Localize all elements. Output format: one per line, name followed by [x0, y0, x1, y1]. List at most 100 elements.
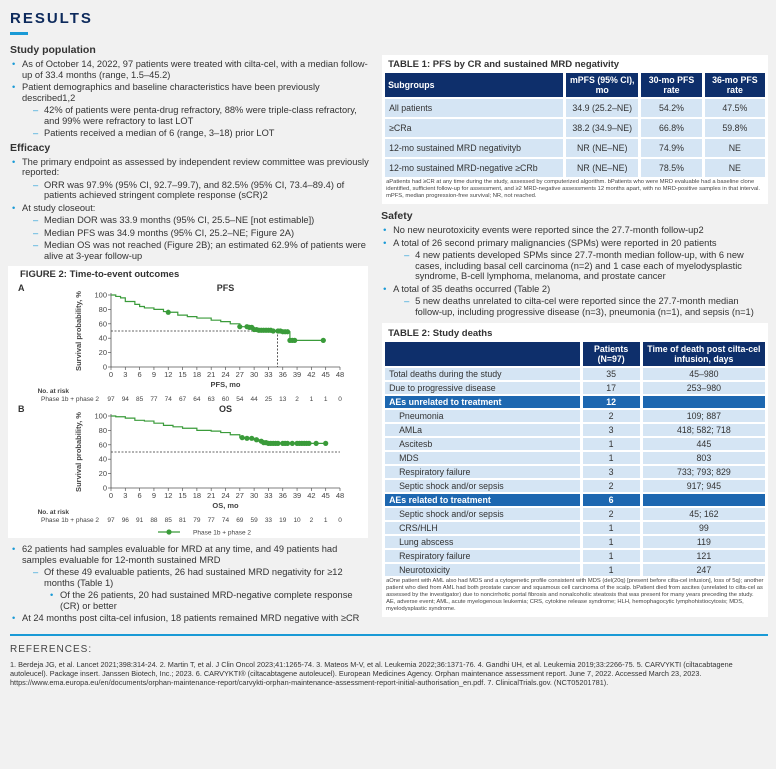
bullet-item: 62 patients had samples evaluable for MR… — [10, 544, 370, 565]
bullet-item: Of these 49 evaluable patients, 26 had s… — [10, 567, 370, 588]
table-row: 12-mo sustained MRD-negative ≥CRb NR (NE–… — [385, 159, 765, 177]
mrd-list: 62 patients had samples evaluable for MR… — [10, 544, 370, 624]
table-2-footnote: aOne patient with AML also had MDS and a… — [386, 578, 764, 612]
table-cell: 803 — [642, 452, 765, 464]
table-cell: 17 — [582, 382, 640, 394]
at-risk-count: 74 — [222, 517, 230, 524]
table-cell: 2 — [582, 508, 640, 520]
x-tick-label: 15 — [178, 491, 186, 500]
y-tick-label: 80 — [99, 426, 107, 435]
at-risk-count: 0 — [338, 396, 342, 403]
table-cell: 121 — [642, 550, 765, 562]
table-cell: 45; 162 — [642, 508, 765, 520]
table-cell: 2 — [582, 480, 640, 492]
table-cell: Respiratory failure — [385, 466, 580, 478]
table-cell: Total deaths during the study — [385, 368, 580, 380]
censor-marker — [306, 440, 312, 446]
table-cell: 1 — [582, 452, 640, 464]
at-risk-count: 64 — [193, 396, 201, 403]
y-tick-label: 40 — [99, 334, 107, 343]
at-risk-count: 1 — [324, 517, 328, 524]
column-header: Patients (N=97) — [582, 342, 640, 366]
x-tick-label: 36 — [279, 370, 287, 379]
table-cell: All patients — [385, 99, 564, 117]
page: RESULTS Study population As of October 1… — [0, 0, 776, 695]
study-population-list: As of October 14, 2022, 97 patients were… — [10, 59, 370, 139]
table-row: Total deaths during the study 35 45–980 — [385, 368, 765, 380]
x-tick-label: 48 — [336, 491, 344, 500]
bullet-item: 5 new deaths unrelated to cilta-cel were… — [381, 296, 768, 317]
legend-marker — [166, 529, 172, 535]
censor-marker — [284, 440, 291, 446]
chart-title: PFS — [217, 283, 235, 293]
censor-marker — [244, 435, 250, 441]
figure-2-panel: FIGURE 2: Time-to-event outcomes A PFS Sur… — [8, 266, 368, 538]
table-cell: Septic shock and/or sepsis — [385, 480, 580, 492]
censor-marker — [323, 440, 329, 446]
table-2: Patients (N=97) Time of death post cilta-… — [382, 340, 768, 578]
table-cell: ≥CRa — [385, 119, 564, 137]
table-1-title: TABLE 1: PFS by CR and sustained MRD neg… — [388, 59, 620, 70]
table-cell: 74.9% — [641, 139, 702, 157]
table-cell: 733; 793; 829 — [642, 466, 765, 478]
table-cell: 2 — [582, 410, 640, 422]
right-column: TABLE 1: PFS by CR and sustained MRD neg… — [381, 55, 768, 617]
references: REFERENCES: 1. Berdeja JG, et al. Lancet… — [10, 644, 768, 687]
y-tick-label: 60 — [99, 440, 107, 449]
at-risk-count: 60 — [222, 396, 230, 403]
at-risk-count: 79 — [193, 517, 201, 524]
bullet-item: Patient demographics and baseline charac… — [10, 82, 370, 103]
y-tick-label: 60 — [99, 319, 107, 328]
table-cell: 3 — [582, 466, 640, 478]
x-tick-label: 30 — [250, 491, 258, 500]
table-cell: 12 — [582, 396, 640, 408]
table-cell: Neurotoxicity — [385, 564, 580, 576]
table-cell: AMLa — [385, 424, 580, 436]
efficacy-list: The primary endpoint as assessed by inde… — [10, 157, 370, 262]
table-cell: 54.2% — [641, 99, 702, 117]
at-risk-group-label: Phase 1b + phase 2 — [41, 517, 99, 524]
bullet-item: Patients received a median of 6 (range, … — [10, 128, 370, 139]
x-axis-label: PFS, mo — [210, 380, 240, 389]
bullet-item: No new neurotoxicity events were reporte… — [381, 225, 768, 236]
table-cell: 66.8% — [641, 119, 702, 137]
table-cell: AEs unrelated to treatment — [385, 396, 580, 408]
x-tick-label: 6 — [138, 491, 142, 500]
table-row: 12-mo sustained MRD negativityb NR (NE–NE… — [385, 139, 765, 157]
table-cell: 917; 945 — [642, 480, 765, 492]
table-cell: 38.2 (34.9–NE) — [566, 119, 639, 137]
at-risk-count: 74 — [165, 396, 173, 403]
table-cell: 35 — [582, 368, 640, 380]
panel-label: A — [18, 283, 25, 293]
x-tick-label: 3 — [123, 370, 127, 379]
x-tick-label: 0 — [109, 370, 113, 379]
x-tick-label: 3 — [123, 491, 127, 500]
table-cell: NE — [704, 159, 765, 177]
safety-heading: Safety — [381, 210, 413, 222]
table-cell — [642, 396, 765, 408]
table-1: Subgroups mPFS (95% CI), mo 30-mo PFS rate… — [382, 71, 768, 179]
table-cell: 1 — [582, 550, 640, 562]
table-cell: 253–980 — [642, 382, 765, 394]
y-tick-label: 0 — [103, 363, 107, 372]
bullet-item: A total of 35 deaths occurred (Table 2) — [381, 284, 768, 295]
column-header: Time of death post cilta-cel infusion, d… — [642, 342, 765, 366]
x-tick-label: 30 — [250, 370, 258, 379]
table-cell: AEs related to treatment — [385, 494, 580, 506]
bullet-item: 4 new patients developed SPMs since 27.7… — [381, 250, 768, 282]
table-cell: NE — [704, 139, 765, 157]
x-tick-label: 18 — [193, 370, 201, 379]
censor-marker — [284, 329, 291, 335]
at-risk-count: 81 — [179, 517, 187, 524]
panel-label: B — [18, 404, 25, 414]
censor-marker — [249, 435, 255, 441]
column-header: 30-mo PFS rate — [641, 73, 702, 97]
x-tick-label: 42 — [307, 370, 315, 379]
at-risk-count: 96 — [122, 517, 130, 524]
at-risk-count: 97 — [107, 517, 115, 524]
x-tick-label: 45 — [322, 491, 330, 500]
y-tick-label: 100 — [94, 412, 107, 421]
table-cell: 47.5% — [704, 99, 765, 117]
at-risk-count: 91 — [136, 517, 144, 524]
